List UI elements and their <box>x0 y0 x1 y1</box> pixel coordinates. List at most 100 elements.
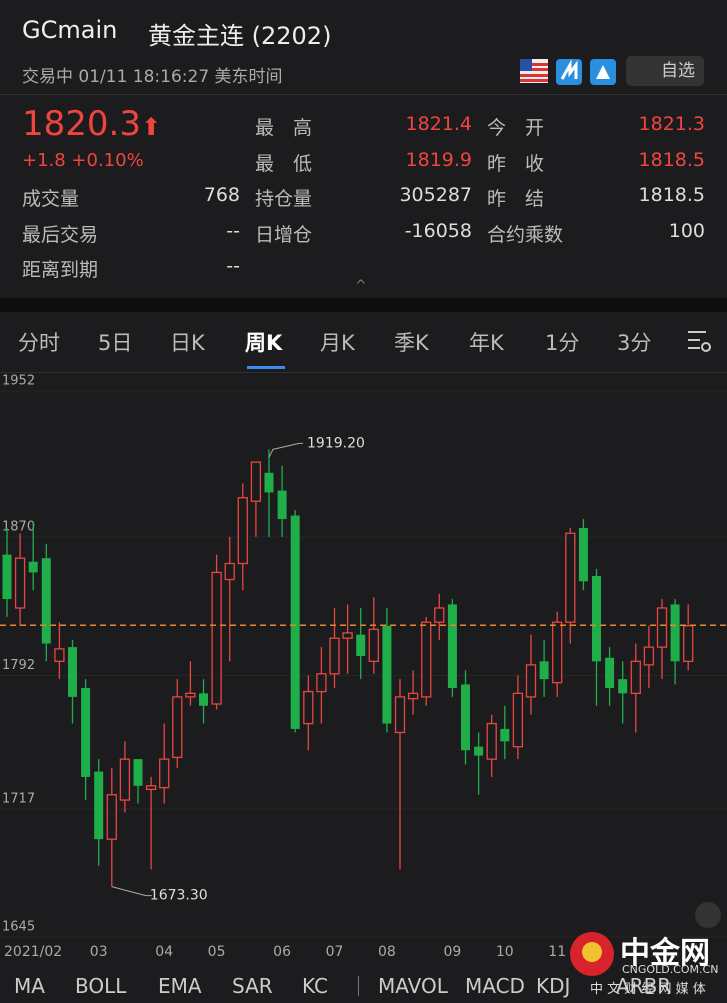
candle-body <box>565 532 576 623</box>
stat-label: 日增仓 <box>255 223 313 246</box>
candle-body <box>356 634 366 656</box>
x-tick-label: 07 <box>326 944 344 960</box>
indicator-tab[interactable]: MAVOL <box>378 974 448 998</box>
period-tab[interactable]: 年K <box>469 331 504 355</box>
indicator-tab[interactable]: BOLL <box>75 974 127 998</box>
candle-body <box>159 758 170 789</box>
stat-value: 305287 <box>399 184 472 206</box>
settings-icon[interactable] <box>686 328 714 356</box>
candle-body <box>539 661 549 680</box>
candle-body <box>500 728 510 742</box>
stat-value: -- <box>226 219 240 242</box>
candle-body <box>525 664 537 698</box>
candle-body <box>145 785 157 791</box>
contract-name: 黄金主连 (2202) <box>148 22 332 50</box>
candle-body <box>618 679 628 694</box>
candle-body <box>68 647 77 697</box>
candle-body <box>670 604 680 662</box>
candle-body <box>461 684 470 751</box>
stat-value: -16058 <box>404 219 472 242</box>
candle-body <box>81 688 91 777</box>
indicator-tab[interactable]: MA <box>14 974 45 998</box>
candle-body <box>199 693 208 706</box>
candle-body <box>592 575 601 662</box>
period-tab[interactable]: 5日 <box>98 331 133 355</box>
stat-label: 最 高 <box>255 117 313 139</box>
candle-body <box>643 646 655 666</box>
candle-body <box>172 696 183 759</box>
candle-body <box>421 621 432 698</box>
stat-label: 最 低 <box>255 152 313 175</box>
period-tab[interactable]: 季K <box>394 331 429 355</box>
low-label: 1673.30 <box>150 888 208 904</box>
indicator-tab[interactable]: KC <box>302 974 328 998</box>
stat-value: -- <box>226 255 240 277</box>
candle-body <box>211 571 222 705</box>
candle-body <box>54 648 65 662</box>
indicator-tab[interactable]: KDJ <box>536 974 571 998</box>
watermark-site: CNGOLD.COM.CN <box>622 963 719 976</box>
indicator-tab[interactable]: SAR <box>232 974 273 998</box>
candle-body <box>368 628 379 662</box>
x-tick-label: 04 <box>155 944 173 960</box>
candle-body <box>224 562 235 581</box>
stat-label: 昨 收 <box>487 152 545 175</box>
stat-value: 1818.5 <box>638 184 705 206</box>
period-tab[interactable]: 分时 <box>18 331 60 355</box>
price: 1820.3 <box>22 104 141 144</box>
x-tick-label: 03 <box>90 944 108 960</box>
period-tab[interactable]: 日K <box>170 331 205 355</box>
candle-body <box>133 759 143 786</box>
stat-value: 1821.3 <box>638 113 705 135</box>
divider <box>0 94 727 95</box>
separator <box>358 976 359 996</box>
indicator-tab[interactable]: EMA <box>158 974 202 998</box>
stat-label: 今 开 <box>487 117 545 139</box>
x-tick-label: 09 <box>443 944 461 960</box>
candle-body <box>237 497 248 565</box>
candle-body <box>14 557 26 609</box>
stat-value: 1818.5 <box>638 148 705 171</box>
stat-value: 100 <box>668 219 705 242</box>
market-status: 交易中 01/11 18:16:27 美东时间 <box>22 67 283 87</box>
price-change: +1.8 +0.10% <box>22 150 144 171</box>
collapse-arrow[interactable]: ^ <box>355 278 367 294</box>
stat-label: 昨 结 <box>487 188 545 210</box>
candle-body <box>552 621 563 684</box>
high-pointer <box>268 442 303 458</box>
stat-label: 最后交易 <box>22 223 99 246</box>
indicator-tab[interactable]: MACD <box>465 974 525 998</box>
candlestick-chart: 1645 1717 1792 1870 1952 2021/02 03 04 05 06 07 08 0… <box>0 374 727 960</box>
stat-value: 1821.4 <box>405 113 472 135</box>
period-tab[interactable]: 1分 <box>545 331 580 355</box>
candle-body <box>382 625 392 724</box>
x-tick-label: 06 <box>273 944 291 960</box>
watch-button[interactable]: 自选 <box>626 56 704 86</box>
period-tab[interactable]: 周K <box>245 331 283 355</box>
y-tick-label: 1717 <box>2 791 35 806</box>
period-tab[interactable]: 3分 <box>617 331 652 355</box>
indicator-tab[interactable]: ARBR <box>616 974 672 998</box>
watch-label[interactable]: 自选 <box>661 61 695 81</box>
stat-label: 持仓量 <box>255 188 313 210</box>
active-underline <box>247 366 285 369</box>
last-price: 1820.3⬆ <box>22 104 161 144</box>
stat-label: 距离到期 <box>22 259 99 281</box>
candle-body <box>250 461 262 502</box>
stat-value: 1819.9 <box>405 148 472 171</box>
candle-body <box>303 690 314 725</box>
candle-body <box>683 625 694 662</box>
stat-label: 成交量 <box>22 188 80 210</box>
period-tab[interactable]: 月K <box>320 331 355 355</box>
y-tick-label: 1792 <box>2 658 35 673</box>
x-tick-label: 08 <box>378 944 396 960</box>
candle-body <box>106 794 117 840</box>
candle-body <box>329 637 340 675</box>
low-pointer <box>111 886 152 897</box>
candle-body <box>512 692 524 748</box>
candle-body <box>342 632 353 639</box>
candle-body <box>578 527 588 582</box>
candle-body <box>290 515 300 729</box>
candle-body <box>28 561 38 573</box>
